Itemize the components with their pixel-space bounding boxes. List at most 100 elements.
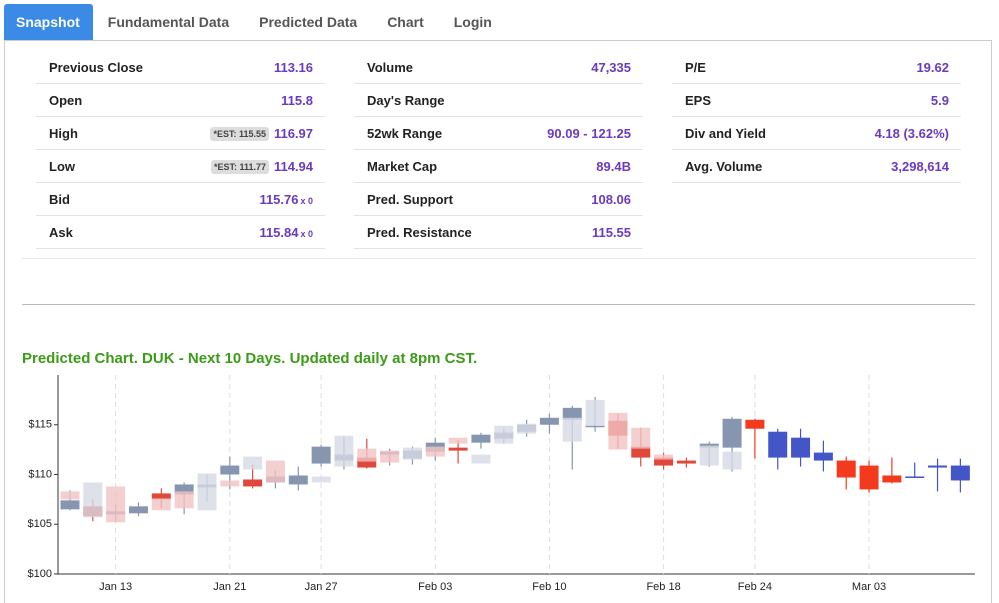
stat-value: 3,298,614 [891,159,949,174]
stat-value-text: 115.84 [259,225,299,240]
stat-value: 5.9 [931,93,949,108]
stat-row: Pred. Resistance 115.55 [354,216,643,249]
candle-body [471,434,491,443]
candle-body [357,457,377,468]
stat-suffix: x 0 [300,229,313,239]
stat-row: Avg. Volume 3,298,614 [672,150,961,183]
candle-body [128,506,148,514]
x-tick-label: Jan 21 [213,581,246,593]
stat-label: Pred. Support [367,192,453,207]
stat-label: EPS [685,93,712,108]
stats-column: P/E 19.62 EPS 5.9 Div and Yield 4.18 (3.62%) A… [672,51,961,183]
stat-value-text: 47,335 [591,60,631,75]
stat-value: 114.94 [274,159,313,174]
stat-label: Previous Close [49,60,143,75]
stat-row: Low 114.94 *EST: 111.77 [36,150,325,183]
stat-value: 90.09 - 121.25 [547,126,631,141]
stat-value: 108.06 [591,192,631,207]
stat-value: 4.18 (3.62%) [875,126,949,141]
stat-label: Pred. Resistance [367,225,472,240]
stat-value-text: 19.62 [916,60,949,75]
stat-label: Div and Yield [685,126,766,141]
stat-label: Avg. Volume [685,159,763,174]
stat-value: 113.16 [274,60,313,75]
y-tick-label: $100 [28,568,52,580]
stat-label: 52wk Range [367,126,443,141]
candle-body [243,456,263,470]
candle-body [676,460,696,464]
candle-body [174,491,194,509]
candle-body [950,465,970,481]
stat-label: Day's Range [367,93,445,108]
stat-value-text: 108.06 [591,192,631,207]
candle-body [905,476,925,478]
candle-body [791,437,811,458]
stat-label: Ask [49,225,73,240]
candle-body [174,484,194,495]
candle-body [768,431,788,458]
candle-body [654,454,674,460]
stat-suffix: x 0 [300,196,313,206]
tab[interactable]: Chart [387,14,424,30]
tab-bar: Snapshot Fundamental Data Predicted Data Ch… [4,4,507,40]
stats-column: Volume 47,335 Day's Range 52wk Range 90.09 -… [354,51,643,249]
candle-body [425,446,445,457]
candle-body [380,450,400,463]
candle-body [494,425,514,444]
stat-value: 19.62 [916,60,949,75]
stat-label: Volume [367,60,413,75]
candle-body [448,437,468,444]
candle-body [197,473,217,511]
tab[interactable]: Login [453,14,492,30]
candle-body [836,460,856,478]
candle-body [722,451,742,470]
stat-value: 116.97 [274,126,313,141]
tab[interactable]: Fundamental Data [107,14,230,30]
candle-body [699,445,719,466]
stat-row: Ask 115.84 x 0 [36,216,325,249]
candle-body [539,417,559,425]
candle-body [243,479,263,487]
y-tick-label: $105 [28,518,52,530]
panel [4,40,992,603]
stat-value-text: 114.94 [273,159,313,174]
candle-body [334,435,354,467]
stat-label: Open [49,93,83,108]
stats-column: Previous Close 113.16 Open 115.8 High 116.97 *… [36,51,325,249]
stat-row: Market Cap 89.4B [354,150,643,183]
stat-label: High [49,126,78,141]
candle-body [106,486,126,523]
x-tick-label: Jan 13 [99,581,132,593]
candle-body [631,446,651,458]
est-badge: *EST: 115.55 [210,127,269,141]
stat-row: 52wk Range 90.09 - 121.25 [354,117,643,150]
stat-label: P/E [685,60,706,75]
candle-body [654,457,674,466]
stat-value: 115.84 x 0 [259,225,313,240]
stat-value: 47,335 [591,60,631,75]
stat-row: Day's Range [354,84,643,117]
candle-body [60,491,80,500]
stat-value-text: 116.97 [273,126,313,141]
x-tick-label: Feb 10 [532,581,566,593]
candle-body [60,500,80,510]
candle-body [471,454,491,464]
x-tick-label: Feb 03 [418,581,452,593]
divider [22,304,975,305]
y-tick-label: $110 [28,468,52,480]
stat-value: 115.76 x 0 [259,192,313,207]
stat-value-text: 5.9 [930,93,949,108]
tab[interactable]: Predicted Data [259,14,358,30]
candle-body [745,419,765,429]
stat-row: Previous Close 113.16 [36,51,325,84]
candle-body [151,498,171,511]
candle-body [562,407,582,420]
candle-body [83,482,103,518]
stat-value: 89.4B [596,159,631,174]
candle-body [265,460,285,483]
stat-row: Pred. Support 108.06 [354,183,643,216]
stat-value-text: 89.4B [596,159,631,174]
tab[interactable]: Snapshot [4,4,93,40]
